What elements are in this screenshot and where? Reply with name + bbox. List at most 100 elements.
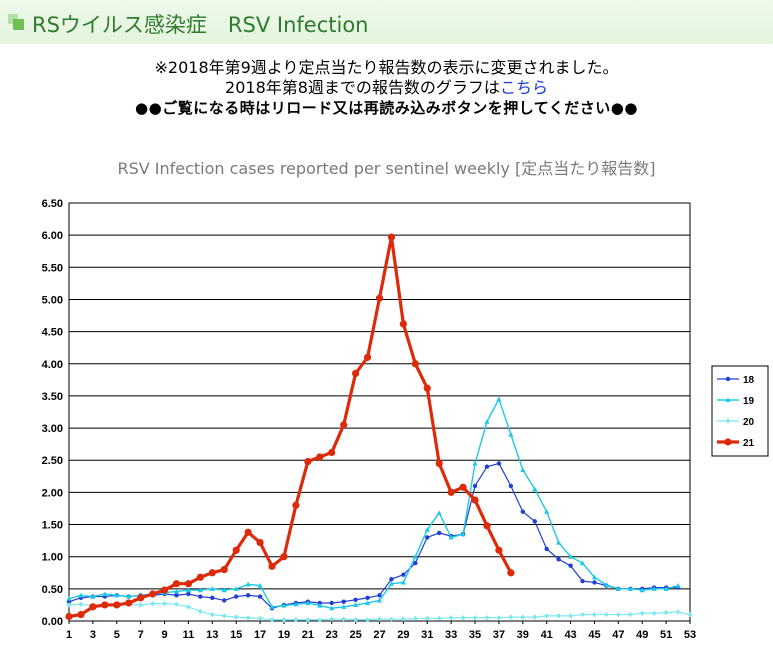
point-19 [424,527,430,532]
point-18 [233,594,239,599]
x-tick-label: 11 [183,629,195,641]
y-tick-label: 6.50 [42,198,63,210]
point-20 [173,601,180,607]
point-20 [400,616,406,622]
point-18 [401,572,406,577]
point-21 [375,294,384,302]
point-18 [544,546,549,552]
point-21 [280,553,288,561]
point-19 [233,586,239,591]
point-18 [365,595,370,601]
x-tick-label: 25 [349,629,361,641]
point-19 [293,601,299,607]
point-21 [471,496,479,504]
point-19 [651,586,657,591]
legend-label-19: 19 [743,396,755,407]
old-graph-link[interactable]: こちら [499,78,548,97]
point-20 [436,615,442,622]
point-21 [184,580,193,588]
x-tick-label: 19 [278,629,290,641]
point-20 [532,614,538,620]
point-21 [435,459,443,468]
point-19 [615,586,621,591]
point-18 [580,578,585,584]
point-18 [592,580,597,585]
point-18 [437,530,442,536]
point-20 [615,611,621,618]
notice-line-2-text: 2018年第8週までの報告数のグラフは [225,78,500,97]
y-tick-label: 0.50 [42,584,63,596]
y-tick-label: 3.00 [42,423,63,435]
point-19 [281,602,287,608]
point-20 [460,615,466,621]
point-20 [66,602,72,608]
point-19 [663,586,669,591]
point-18 [186,591,191,597]
x-tick-label: 29 [397,629,409,641]
point-20 [556,613,562,619]
point-18 [472,483,478,489]
point-18 [413,560,418,566]
point-20 [448,615,454,621]
point-21 [125,599,133,607]
point-20 [567,613,574,619]
point-21 [411,360,419,368]
notice-line-2: 2018年第8週までの報告数のグラフはこちら [0,74,773,98]
point-21 [268,562,276,570]
point-18 [353,597,358,602]
x-tick-label: 37 [493,629,505,641]
point-20 [185,604,192,610]
point-21 [77,610,85,619]
point-21 [113,601,121,609]
point-19 [627,586,633,591]
point-18 [198,594,203,599]
legend-label-18: 18 [743,375,755,386]
point-20 [376,616,383,622]
x-tick-label: 3 [90,629,96,641]
point-18 [389,577,394,582]
point-20 [544,613,550,619]
point-19 [567,554,574,559]
series-line-18 [68,462,679,609]
point-19 [341,604,347,609]
page-title: RSウイルス感染症 RSV Infection [32,13,369,37]
notice-line-1: ※2018年第9週より定点当たり報告数の表示に変更されました。 [154,58,619,77]
x-tick-label: 13 [206,629,218,641]
point-18 [222,598,227,603]
y-tick-label: 2.50 [42,455,63,467]
point-19 [448,534,454,540]
x-tick-label: 9 [161,629,167,641]
point-19 [460,531,466,537]
legend-marker-20 [725,418,731,424]
point-19 [197,587,203,593]
point-20 [341,616,347,622]
point-19 [675,583,681,588]
point-21 [507,569,515,577]
point-20 [269,617,275,623]
point-19 [66,595,72,601]
y-tick-label: 6.00 [42,230,63,242]
point-19 [556,539,562,545]
point-20 [305,617,311,623]
point-20 [687,611,693,618]
chart-title: RSV Infection cases reported per sentine… [117,159,656,178]
green-squares-icon [8,14,24,30]
point-21 [244,528,252,536]
point-21 [256,538,264,547]
point-20 [233,614,239,620]
point-19 [544,509,550,514]
point-21 [89,603,97,611]
point-19 [603,582,610,588]
point-21 [483,522,491,530]
point-21 [423,384,431,392]
point-21 [363,353,372,361]
point-19 [376,597,383,603]
point-20 [353,617,359,623]
point-18 [377,593,382,598]
point-19 [329,605,335,611]
point-18 [341,599,346,604]
point-20 [639,610,645,616]
point-19 [412,554,418,559]
point-20 [293,617,299,623]
point-21 [172,580,181,588]
